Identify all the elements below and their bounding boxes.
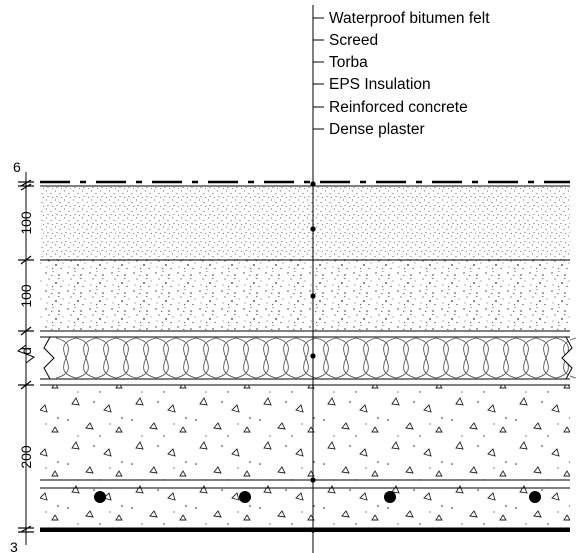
rebar [529, 491, 541, 503]
dim-plaster: 3 [10, 539, 18, 553]
layer-reinforced-concrete [40, 385, 570, 528]
rebar-row [94, 491, 541, 503]
layer-torba [40, 260, 570, 331]
label-screed: Screed [329, 32, 378, 49]
layer-dense-plaster [40, 528, 570, 532]
rebar [239, 491, 251, 503]
dim-screed: 100 [18, 211, 34, 235]
label-dense-plaster: Dense plaster [329, 121, 425, 138]
rebar [384, 491, 396, 503]
label-bitumen-felt: Waterproof bitumen felt [329, 10, 490, 27]
dim-bitumen: 6 [13, 159, 21, 175]
label-reinforced-concrete: Reinforced concrete [329, 99, 468, 116]
dim-torba: 100 [18, 284, 34, 308]
layer-bitumen-felt [40, 180, 570, 187]
leader-line [310, 5, 316, 553]
rebar [94, 491, 106, 503]
label-eps-insulation: EPS Insulation [329, 76, 431, 93]
dimension-chain: 6 100 100 d 200 3 [10, 159, 36, 553]
dim-insulation: d [18, 347, 34, 355]
dim-concrete: 200 [18, 445, 34, 469]
label-torba: Torba [329, 54, 368, 71]
layer-labels: Waterproof bitumen felt Screed Torba EPS… [313, 10, 490, 138]
layer-screed [40, 186, 570, 260]
layer-eps-insulation [40, 336, 577, 380]
